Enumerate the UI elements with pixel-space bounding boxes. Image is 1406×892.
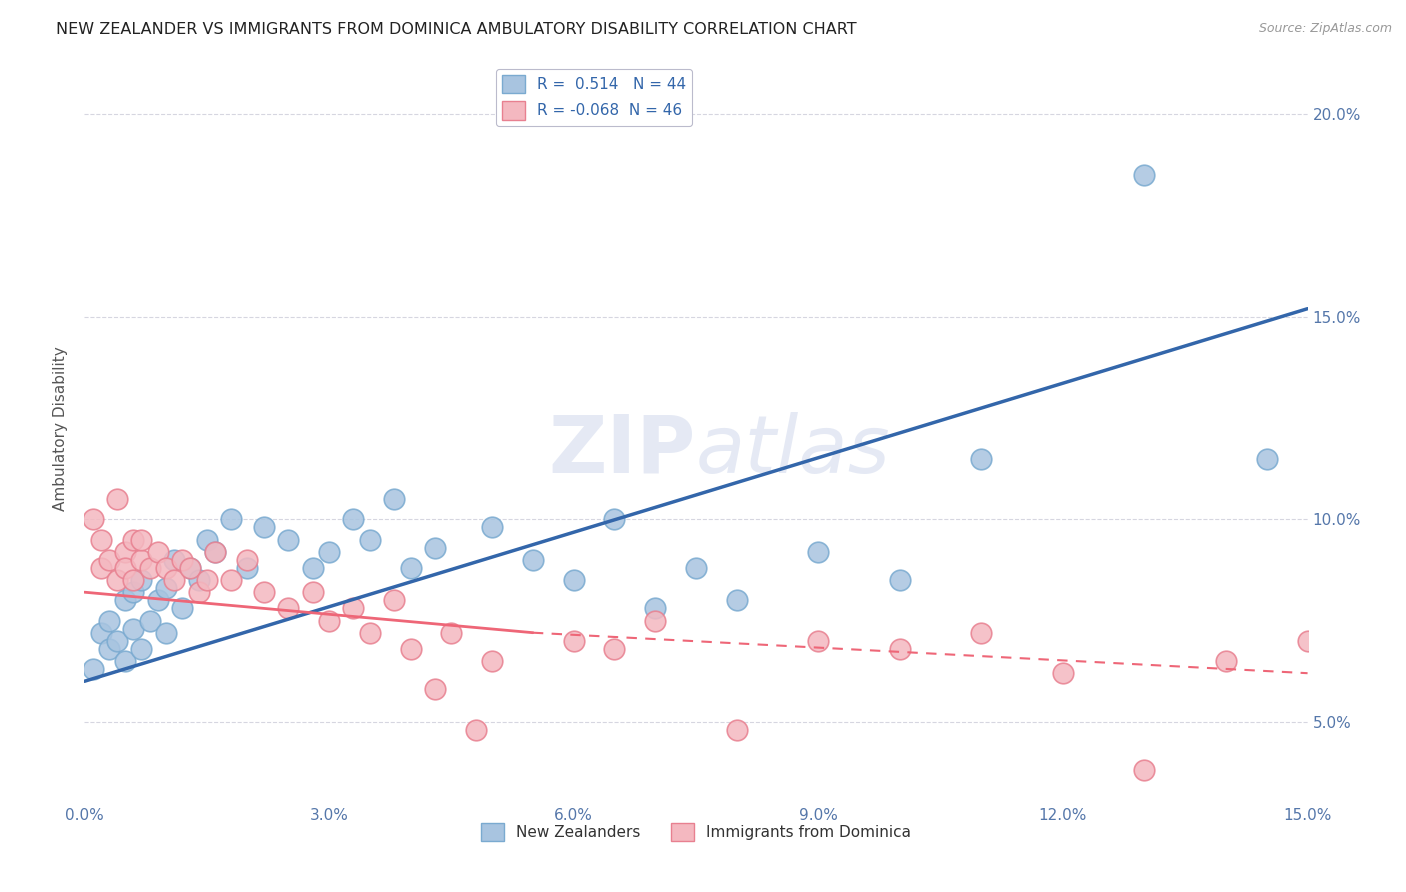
Text: Source: ZipAtlas.com: Source: ZipAtlas.com bbox=[1258, 22, 1392, 36]
Text: NEW ZEALANDER VS IMMIGRANTS FROM DOMINICA AMBULATORY DISABILITY CORRELATION CHAR: NEW ZEALANDER VS IMMIGRANTS FROM DOMINIC… bbox=[56, 22, 856, 37]
Point bbox=[163, 573, 186, 587]
Point bbox=[204, 544, 226, 558]
Point bbox=[440, 625, 463, 640]
Point bbox=[114, 544, 136, 558]
Point bbox=[382, 491, 405, 506]
Point bbox=[342, 512, 364, 526]
Point bbox=[187, 585, 209, 599]
Point bbox=[105, 633, 128, 648]
Point bbox=[236, 561, 259, 575]
Point bbox=[172, 553, 194, 567]
Point bbox=[1256, 451, 1278, 466]
Point bbox=[423, 682, 446, 697]
Point bbox=[163, 553, 186, 567]
Point bbox=[423, 541, 446, 555]
Point bbox=[105, 491, 128, 506]
Legend: New Zealanders, Immigrants from Dominica: New Zealanders, Immigrants from Dominica bbox=[475, 817, 917, 847]
Text: ZIP: ZIP bbox=[548, 411, 696, 490]
Point bbox=[138, 614, 160, 628]
Point bbox=[105, 573, 128, 587]
Point bbox=[318, 614, 340, 628]
Point bbox=[122, 533, 145, 547]
Point bbox=[122, 573, 145, 587]
Point bbox=[122, 622, 145, 636]
Point bbox=[131, 553, 153, 567]
Y-axis label: Ambulatory Disability: Ambulatory Disability bbox=[53, 346, 69, 510]
Point bbox=[90, 561, 112, 575]
Point bbox=[204, 544, 226, 558]
Point bbox=[342, 601, 364, 615]
Point bbox=[970, 625, 993, 640]
Point bbox=[807, 544, 830, 558]
Point bbox=[1052, 666, 1074, 681]
Point bbox=[644, 601, 666, 615]
Point bbox=[253, 585, 276, 599]
Point bbox=[481, 654, 503, 668]
Point bbox=[359, 625, 381, 640]
Point bbox=[90, 533, 112, 547]
Point bbox=[464, 723, 486, 737]
Point bbox=[382, 593, 405, 607]
Point bbox=[725, 723, 748, 737]
Point bbox=[970, 451, 993, 466]
Point bbox=[219, 512, 242, 526]
Point bbox=[685, 561, 707, 575]
Point bbox=[522, 553, 544, 567]
Point bbox=[236, 553, 259, 567]
Point bbox=[1133, 764, 1156, 778]
Point bbox=[114, 593, 136, 607]
Point bbox=[399, 561, 422, 575]
Point bbox=[179, 561, 201, 575]
Point bbox=[155, 561, 177, 575]
Point bbox=[146, 593, 169, 607]
Point bbox=[359, 533, 381, 547]
Point bbox=[253, 520, 276, 534]
Point bbox=[82, 512, 104, 526]
Point bbox=[146, 544, 169, 558]
Point bbox=[889, 641, 911, 656]
Point bbox=[122, 585, 145, 599]
Point bbox=[82, 662, 104, 676]
Point bbox=[562, 633, 585, 648]
Point bbox=[155, 625, 177, 640]
Point bbox=[114, 561, 136, 575]
Point bbox=[138, 561, 160, 575]
Point bbox=[1215, 654, 1237, 668]
Point bbox=[97, 641, 120, 656]
Point bbox=[219, 573, 242, 587]
Point bbox=[807, 633, 830, 648]
Point bbox=[187, 573, 209, 587]
Point bbox=[318, 544, 340, 558]
Point bbox=[90, 625, 112, 640]
Point bbox=[603, 512, 626, 526]
Point bbox=[399, 641, 422, 656]
Point bbox=[131, 533, 153, 547]
Point bbox=[97, 614, 120, 628]
Point bbox=[1133, 168, 1156, 182]
Point bbox=[562, 573, 585, 587]
Point bbox=[301, 561, 323, 575]
Point bbox=[277, 601, 299, 615]
Point bbox=[131, 573, 153, 587]
Point bbox=[114, 654, 136, 668]
Point bbox=[172, 601, 194, 615]
Point bbox=[155, 581, 177, 595]
Point bbox=[725, 593, 748, 607]
Point bbox=[97, 553, 120, 567]
Point bbox=[195, 533, 218, 547]
Point bbox=[179, 561, 201, 575]
Point bbox=[644, 614, 666, 628]
Point bbox=[889, 573, 911, 587]
Point bbox=[301, 585, 323, 599]
Point bbox=[1296, 633, 1319, 648]
Text: atlas: atlas bbox=[696, 411, 891, 490]
Point bbox=[277, 533, 299, 547]
Point bbox=[481, 520, 503, 534]
Point bbox=[603, 641, 626, 656]
Point bbox=[195, 573, 218, 587]
Point bbox=[131, 641, 153, 656]
